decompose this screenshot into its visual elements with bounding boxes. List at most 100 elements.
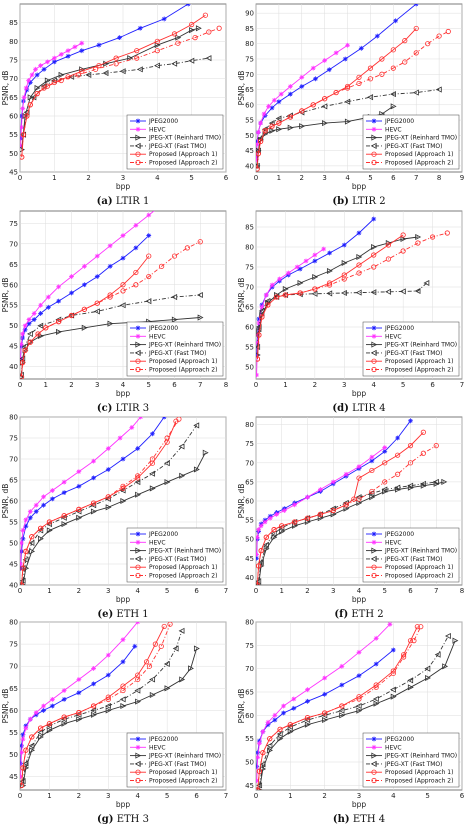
y-axis-label: PSNR, dB bbox=[237, 71, 246, 106]
panel-caption: (d) LTIR 4 bbox=[332, 403, 385, 414]
x-axis-label: bpp bbox=[116, 389, 131, 398]
data-point-jpeg2000 bbox=[31, 317, 37, 322]
x-tick-label: 6 bbox=[194, 792, 199, 800]
caption-name: ETH 1 bbox=[116, 609, 148, 620]
data-point-jpeg-xt-reinhard-tmo bbox=[312, 273, 319, 281]
data-point-jpeg-xt-fast-tmo bbox=[134, 687, 141, 694]
data-point-jpeg2000 bbox=[382, 448, 388, 454]
x-tick-label: 8 bbox=[460, 587, 464, 595]
data-point-jpeg2000 bbox=[33, 509, 39, 514]
series-line-jpeg2000 bbox=[20, 646, 136, 764]
data-point-proposed-approach-1 bbox=[385, 242, 392, 248]
data-point-jpeg-xt-reinhard-tmo bbox=[371, 243, 377, 251]
data-point-hevc bbox=[91, 458, 96, 464]
data-point-proposed-approach-1 bbox=[367, 65, 374, 71]
data-point-proposed-approach-1 bbox=[407, 443, 414, 449]
data-point-hevc bbox=[322, 58, 328, 63]
y-tick-label: 55 bbox=[245, 517, 254, 525]
data-point-jpeg2000 bbox=[105, 672, 111, 678]
legend-label-proposed-approach-2: Proposed (Approach 2) bbox=[149, 367, 217, 374]
legend-label-hevc: HEVC bbox=[149, 539, 166, 546]
data-point-proposed-approach-2 bbox=[76, 506, 82, 512]
series-line-proposed-approach-2 bbox=[20, 241, 201, 378]
data-point-proposed-approach-2 bbox=[356, 270, 362, 276]
legend-label-jpeg2000: JPEG2000 bbox=[148, 118, 178, 125]
legend-marker-jpeg-xt-reinhard-tmo bbox=[135, 752, 142, 759]
data-point-hevc bbox=[79, 40, 85, 46]
x-tick-label: 6 bbox=[460, 792, 465, 800]
data-point-jpeg-xt-fast-tmo bbox=[178, 443, 185, 450]
legend-marker-hevc bbox=[371, 126, 377, 132]
data-point-hevc bbox=[260, 729, 266, 735]
data-point-hevc bbox=[333, 50, 339, 56]
x-tick-label: 4 bbox=[135, 792, 140, 800]
data-point-proposed-approach-1 bbox=[133, 269, 139, 276]
series-group bbox=[20, 622, 200, 789]
legend-marker-proposed-approach-1 bbox=[371, 564, 377, 570]
data-point-proposed-approach-2 bbox=[34, 91, 40, 97]
data-point-jpeg-xt-reinhard-tmo bbox=[149, 485, 156, 492]
data-point-hevc bbox=[356, 649, 362, 655]
y-tick-label: 70 bbox=[245, 665, 254, 673]
data-point-hevc bbox=[22, 323, 28, 329]
caption-label: (b) bbox=[332, 196, 348, 207]
data-point-jpeg-xt-reinhard-tmo bbox=[58, 71, 65, 78]
data-point-proposed-approach-2 bbox=[262, 128, 268, 134]
legend-marker-jpeg-xt-reinhard-tmo bbox=[135, 547, 142, 554]
data-point-jpeg-xt-fast-tmo bbox=[435, 86, 442, 93]
data-point-hevc bbox=[339, 663, 345, 669]
y-tick-label: 65 bbox=[245, 478, 254, 486]
data-point-proposed-approach-1 bbox=[356, 475, 362, 481]
data-point-jpeg-xt-reinhard-tmo bbox=[420, 482, 427, 489]
x-tick-label: 4 bbox=[345, 174, 350, 182]
data-point-jpeg2000 bbox=[27, 80, 33, 85]
data-point-proposed-approach-2 bbox=[23, 548, 29, 555]
y-tick-label: 45 bbox=[9, 169, 18, 177]
data-point-proposed-approach-1 bbox=[143, 659, 150, 665]
data-point-hevc bbox=[267, 515, 273, 521]
data-point-proposed-approach-2 bbox=[46, 519, 53, 525]
y-tick-label: 80 bbox=[245, 244, 254, 252]
legend-label-jpeg-xt-reinhard-tmo: JPEG-XT (Reinhard TMO) bbox=[384, 135, 457, 142]
data-point-jpeg-xt-reinhard-tmo bbox=[149, 691, 156, 699]
x-tick-label: 6 bbox=[224, 174, 229, 182]
data-point-jpeg-xt-reinhard-tmo bbox=[202, 449, 209, 456]
data-point-proposed-approach-2 bbox=[20, 765, 26, 771]
data-point-hevc bbox=[343, 471, 349, 477]
x-tick-label: 1 bbox=[283, 381, 287, 389]
x-tick-label: 2 bbox=[305, 587, 309, 595]
data-point-jpeg-xt-fast-tmo bbox=[276, 730, 283, 738]
data-point-jpeg2000 bbox=[91, 475, 96, 481]
data-point-jpeg2000 bbox=[120, 456, 126, 462]
data-point-proposed-approach-2 bbox=[445, 28, 451, 35]
data-point-proposed-approach-1 bbox=[356, 262, 362, 268]
data-point-jpeg-xt-reinhard-tmo bbox=[442, 663, 449, 670]
series-line-proposed-approach-2 bbox=[21, 27, 220, 158]
data-point-proposed-approach-1 bbox=[79, 68, 85, 74]
legend-marker-hevc bbox=[371, 539, 377, 545]
data-point-jpeg-xt-reinhard-tmo bbox=[81, 324, 88, 331]
x-tick-label: 5 bbox=[165, 587, 169, 595]
x-tick-label: 2 bbox=[300, 174, 304, 182]
data-point-hevc bbox=[277, 276, 282, 282]
legend-marker-proposed-approach-1 bbox=[135, 358, 141, 364]
legend-marker-jpeg-xt-fast-tmo bbox=[370, 349, 377, 356]
data-point-jpeg2000 bbox=[256, 555, 259, 561]
panel-caption: (f) ETH 2 bbox=[334, 609, 383, 620]
data-point-proposed-approach-2 bbox=[317, 511, 323, 517]
legend-label-jpeg-xt-fast-tmo: JPEG-XT (Fast TMO) bbox=[148, 143, 206, 150]
data-point-hevc bbox=[256, 754, 261, 760]
data-point-proposed-approach-2 bbox=[256, 768, 263, 774]
data-point-jpeg-xt-fast-tmo bbox=[136, 66, 143, 73]
caption-name: LTIR 3 bbox=[116, 403, 150, 414]
data-point-jpeg-xt-reinhard-tmo bbox=[317, 515, 324, 522]
legend-box bbox=[126, 321, 224, 377]
y-tick-label: 75 bbox=[245, 642, 254, 650]
data-point-proposed-approach-1 bbox=[113, 55, 119, 61]
data-point-hevc bbox=[259, 304, 265, 310]
data-point-proposed-approach-2 bbox=[402, 59, 408, 65]
data-point-proposed-approach-1 bbox=[390, 668, 396, 674]
panel-caption: (c) LTIR 3 bbox=[97, 403, 149, 414]
